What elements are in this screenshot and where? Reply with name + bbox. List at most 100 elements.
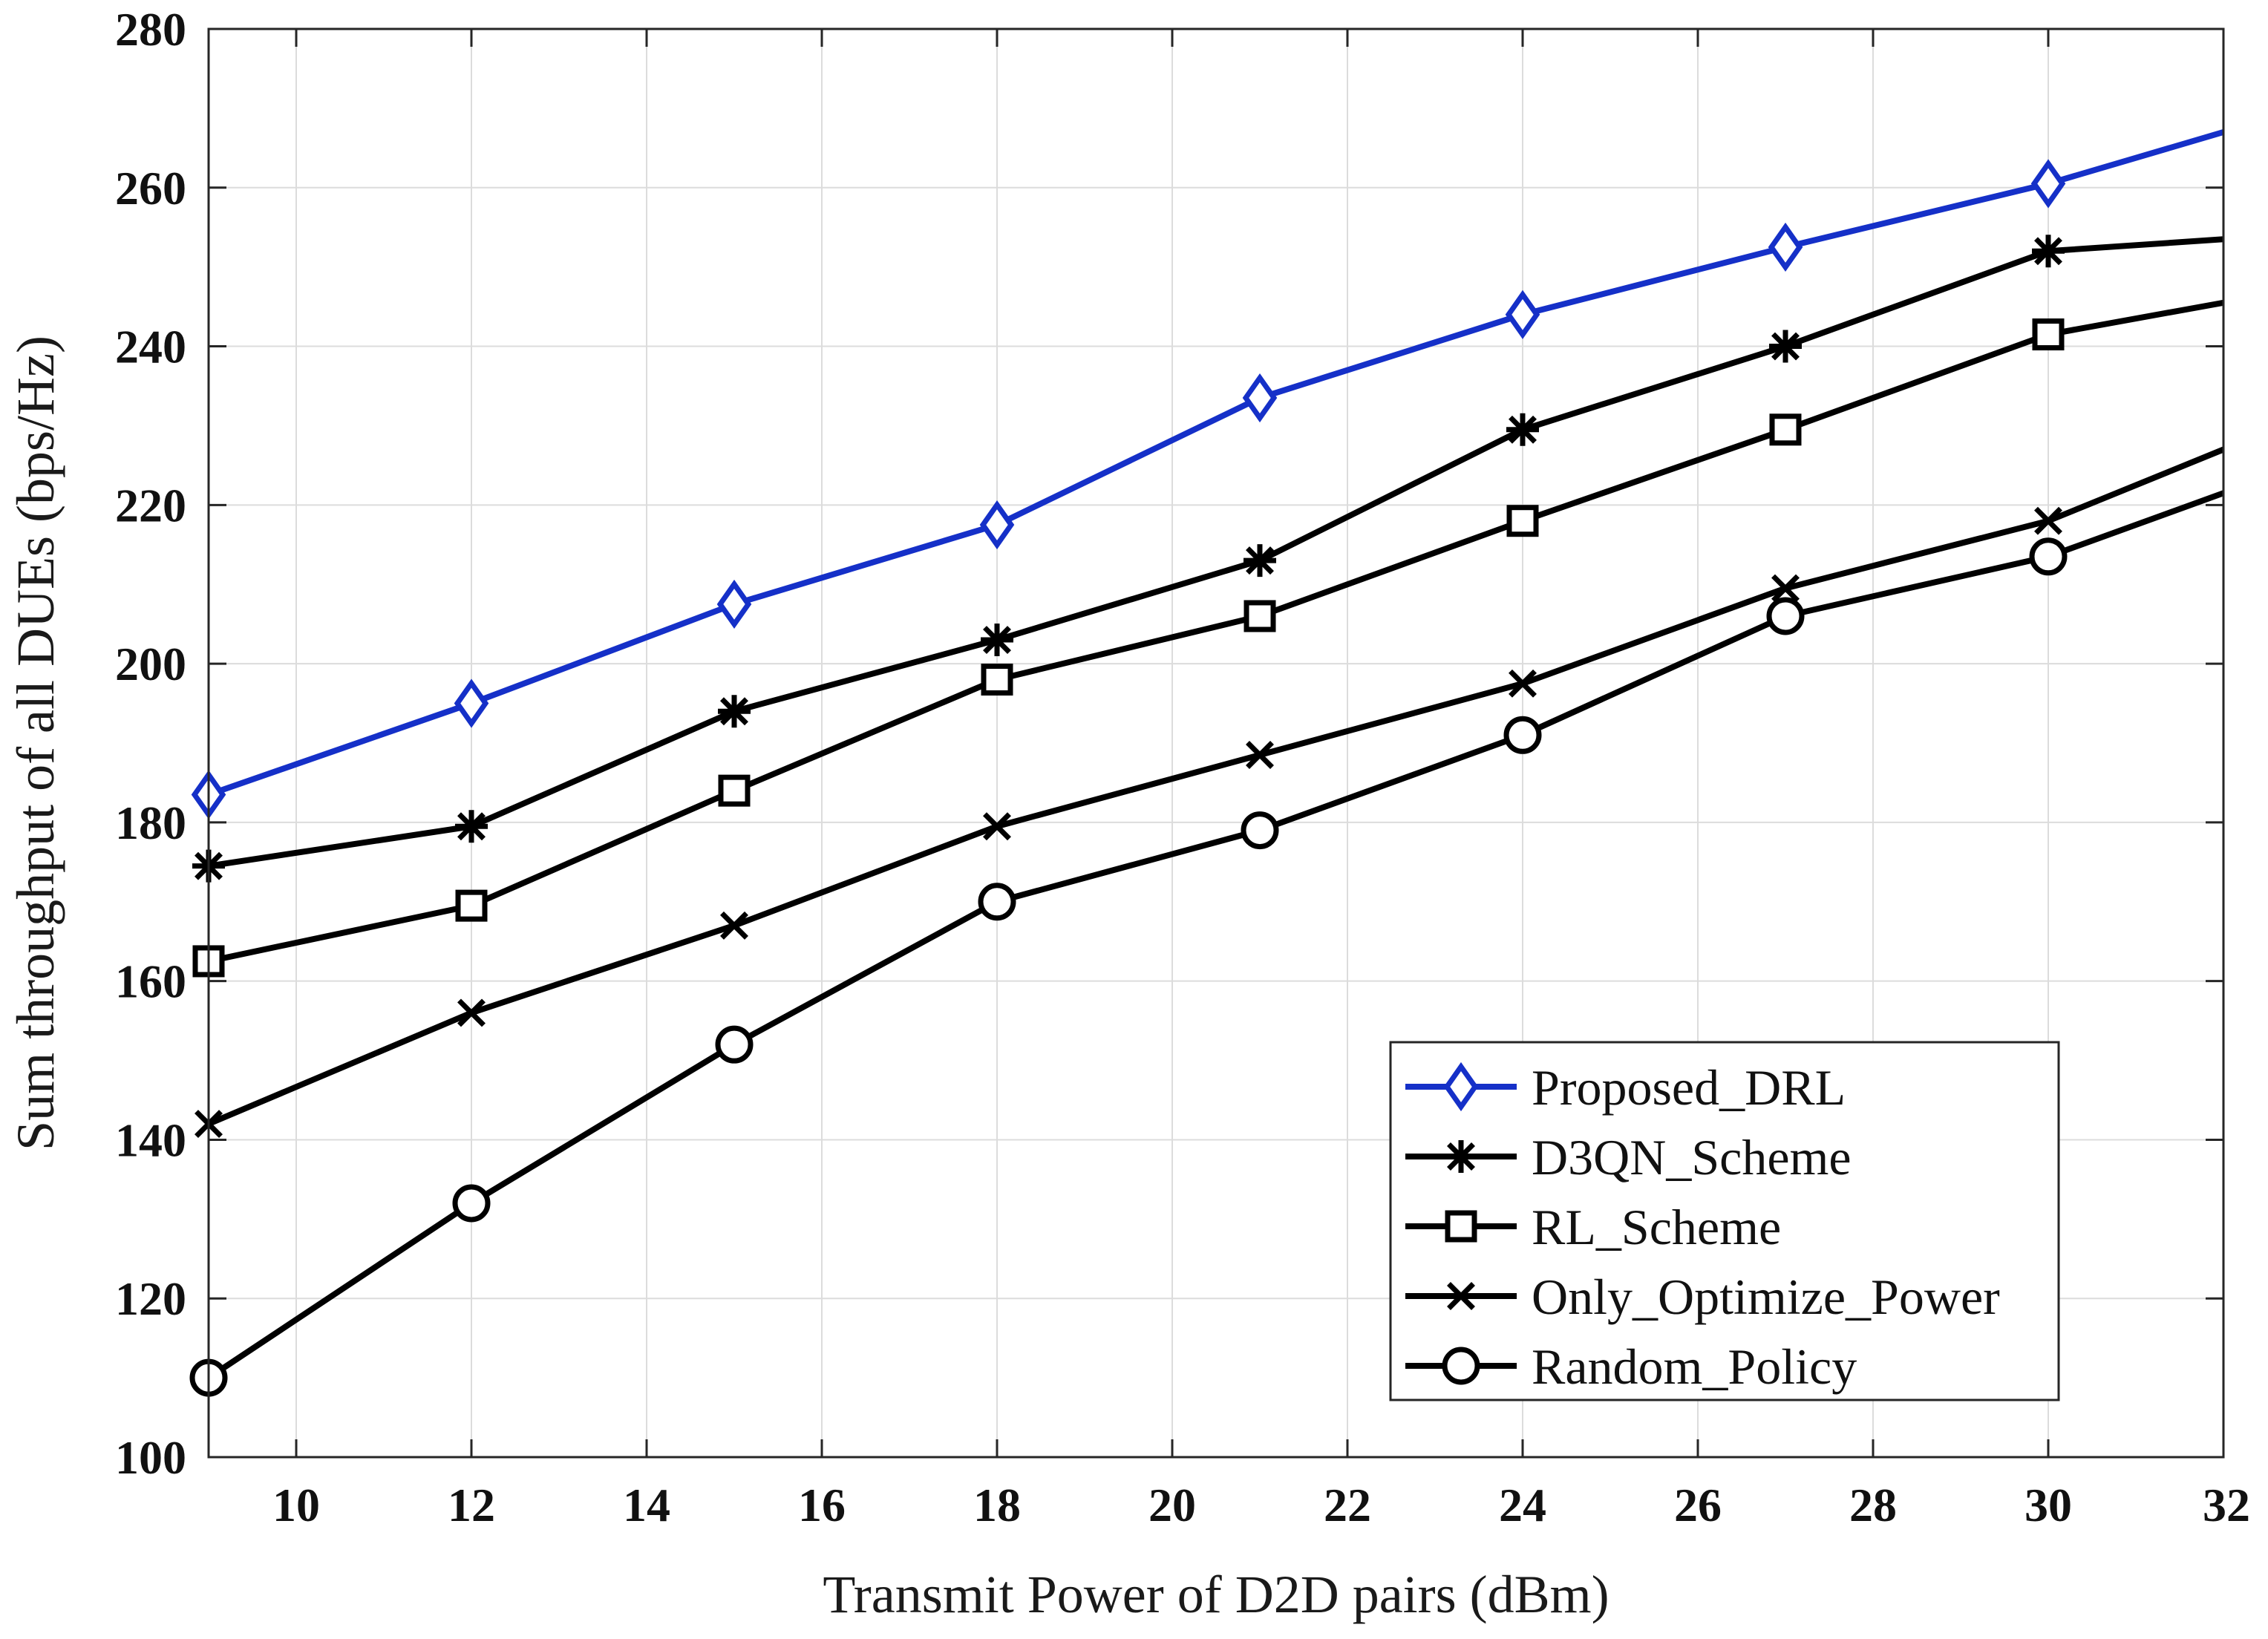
- legend-swatch-marker: [1445, 1140, 1477, 1173]
- asterisk-marker-stroke: [983, 626, 1011, 655]
- data-point-random-policy: [1241, 811, 1279, 850]
- diamond-marker-shape: [1505, 289, 1540, 339]
- legend-swatch-marker: [1442, 1347, 1480, 1385]
- data-point-d3qn-scheme: [1769, 330, 1802, 363]
- legend-label: D3QN_Scheme: [1532, 1129, 1852, 1185]
- cross-marker-stroke: [720, 911, 748, 940]
- x-tick-label: 30: [2024, 1479, 2072, 1531]
- data-point-random-policy: [978, 883, 1016, 921]
- diamond-marker-shape: [979, 500, 1015, 550]
- circle-marker-shape: [715, 1025, 754, 1064]
- asterisk-marker-stroke: [720, 697, 748, 726]
- cross-marker-stroke: [1447, 1282, 1475, 1310]
- data-point-only-optimize-power: [1246, 741, 1274, 770]
- square-marker-shape: [1445, 1210, 1477, 1243]
- square-marker-shape: [718, 774, 751, 807]
- legend-label: Only_Optimize_Power: [1532, 1269, 2000, 1325]
- series-proposed-drl: [191, 129, 2225, 820]
- data-point-random-policy: [2029, 537, 2068, 576]
- y-tick-label: 140: [115, 1113, 186, 1166]
- data-point-random-policy: [452, 1184, 491, 1223]
- data-point-only-optimize-power: [1509, 669, 1537, 698]
- data-point-proposed-drl: [454, 678, 489, 728]
- square-marker-shape: [1506, 505, 1539, 537]
- x-tick-label: 20: [1148, 1479, 1196, 1531]
- legend-label: Proposed_DRL: [1532, 1059, 1846, 1116]
- series-group: [189, 129, 2225, 1397]
- legend-item-only-optimize-power: Only_Optimize_Power: [1405, 1269, 2000, 1325]
- cross-marker-stroke: [1771, 574, 1800, 603]
- cross-marker-stroke: [1509, 669, 1537, 698]
- data-point-rl-scheme: [1769, 413, 1802, 446]
- data-point-only-optimize-power: [2034, 506, 2062, 535]
- diamond-marker-shape: [1242, 373, 1278, 423]
- legend-item-random-policy: Random_Policy: [1405, 1338, 1857, 1395]
- data-point-only-optimize-power: [1771, 574, 1800, 603]
- asterisk-marker-stroke: [1771, 332, 1800, 361]
- x-tick-label: 32: [2203, 1479, 2250, 1531]
- legend-swatch-marker: [1443, 1061, 1479, 1112]
- diamond-marker-shape: [2030, 159, 2066, 209]
- data-point-rl-scheme: [2032, 318, 2065, 351]
- asterisk-marker-stroke: [1509, 415, 1537, 444]
- circle-marker-shape: [1503, 716, 1542, 754]
- asterisk-marker-stroke: [1246, 546, 1274, 575]
- data-point-proposed-drl: [979, 500, 1015, 550]
- x-tick-label: 18: [973, 1479, 1021, 1531]
- square-marker-shape: [2032, 318, 2065, 351]
- x-tick-label: 14: [623, 1479, 670, 1531]
- data-point-d3qn-scheme: [1244, 544, 1276, 578]
- asterisk-marker-stroke: [2034, 237, 2062, 266]
- cross-marker-stroke: [983, 812, 1011, 841]
- asterisk-marker-stroke: [1447, 1142, 1475, 1171]
- legend-label: Random_Policy: [1532, 1338, 1857, 1395]
- data-point-proposed-drl: [1768, 222, 1803, 272]
- y-tick-label: 180: [115, 796, 186, 849]
- circle-marker-shape: [452, 1184, 491, 1223]
- square-marker-shape: [455, 889, 488, 922]
- x-tick-label: 12: [448, 1479, 495, 1531]
- data-point-random-policy: [1503, 716, 1542, 754]
- diamond-marker-shape: [1768, 222, 1803, 272]
- axis-ticks: 10 12 14 16 18 20 22 24 26 28 30 32 100 120 140 160 180 2…: [115, 3, 2250, 1531]
- data-point-proposed-drl: [716, 579, 752, 629]
- cross-marker-stroke: [1246, 741, 1274, 770]
- data-point-d3qn-scheme: [2032, 235, 2065, 268]
- y-tick-label: 220: [115, 479, 186, 531]
- circle-marker-shape: [1766, 597, 1805, 635]
- x-tick-label: 22: [1324, 1479, 1371, 1531]
- y-tick-label: 260: [115, 162, 186, 215]
- legend-swatch-marker: [1447, 1282, 1475, 1310]
- x-tick-label: 28: [1849, 1479, 1897, 1531]
- circle-marker-shape: [1442, 1347, 1480, 1385]
- data-point-only-optimize-power: [720, 911, 748, 940]
- x-tick-label: 24: [1499, 1479, 1546, 1531]
- x-tick-label: 10: [272, 1479, 320, 1531]
- data-point-d3qn-scheme: [455, 810, 488, 843]
- cross-marker-stroke: [457, 998, 486, 1027]
- circle-marker-shape: [1241, 811, 1279, 850]
- diamond-marker-shape: [454, 678, 489, 728]
- asterisk-marker-stroke: [457, 812, 486, 841]
- y-axis-title: Sum throughput of all DUEs (bps/Hz): [6, 336, 65, 1151]
- y-tick-label: 120: [115, 1272, 186, 1325]
- diamond-marker-shape: [1443, 1061, 1479, 1112]
- data-point-rl-scheme: [718, 774, 751, 807]
- data-point-rl-scheme: [1244, 600, 1276, 632]
- y-tick-label: 100: [115, 1431, 186, 1484]
- plot-frame: [207, 27, 2225, 1459]
- square-marker-shape: [1244, 600, 1276, 632]
- square-marker-shape: [1769, 413, 1802, 446]
- data-point-proposed-drl: [1505, 289, 1540, 339]
- x-axis-title: Transmit Power of D2D pairs (dBm): [823, 1565, 1609, 1624]
- square-marker-shape: [981, 663, 1013, 696]
- legend-item-proposed-drl: Proposed_DRL: [1405, 1059, 1846, 1116]
- data-point-proposed-drl: [2030, 159, 2066, 209]
- data-point-random-policy: [1766, 597, 1805, 635]
- y-tick-label: 280: [115, 3, 186, 56]
- data-point-proposed-drl: [1242, 373, 1278, 423]
- y-tick-label: 160: [115, 955, 186, 1008]
- diamond-marker-shape: [716, 579, 752, 629]
